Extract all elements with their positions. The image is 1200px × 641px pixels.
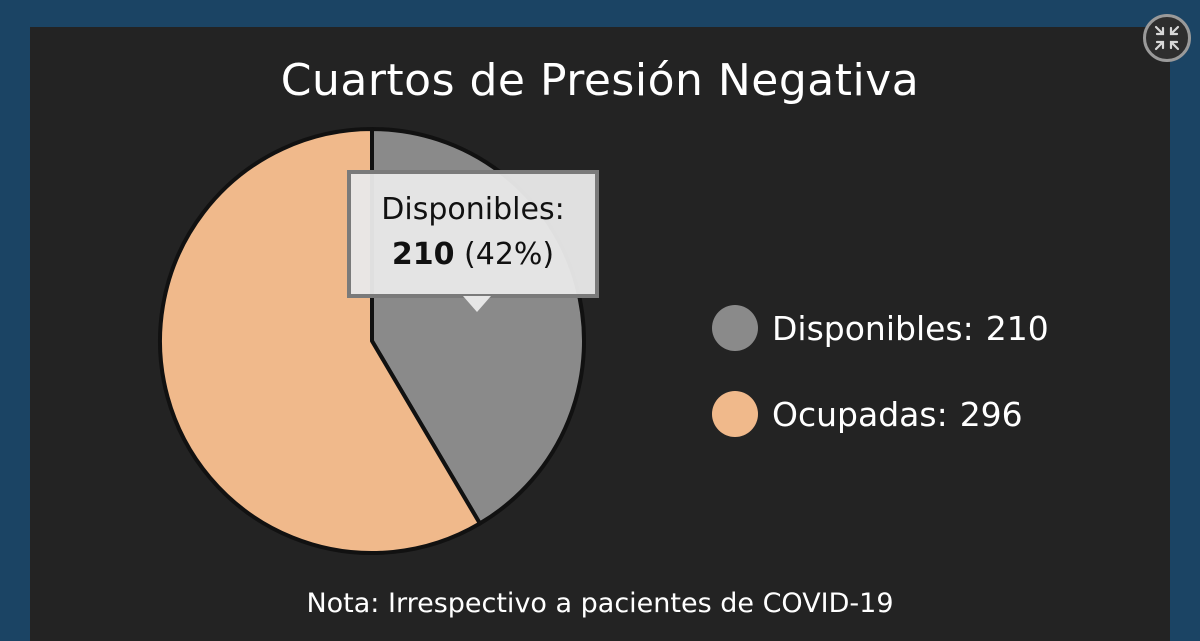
fullscreen-toggle-button[interactable] <box>1143 14 1191 62</box>
chart-tooltip: Disponibles: 210 (42%) <box>347 170 599 312</box>
legend-label: Disponibles: <box>772 308 974 348</box>
legend-value: 210 <box>985 308 1049 348</box>
legend-value: 296 <box>959 394 1023 434</box>
tooltip-value: 210 <box>391 237 455 272</box>
tooltip-percent: (42%) <box>464 237 555 272</box>
pie-slice-ocupadas[interactable] <box>158 127 482 555</box>
tooltip-label: Disponibles: <box>381 192 565 227</box>
chart-title: Cuartos de Presión Negativa <box>280 55 920 106</box>
collapse-arrows-icon <box>1154 25 1180 51</box>
legend-swatch-ocupadas <box>712 391 758 437</box>
legend-label: Ocupadas: <box>772 394 948 434</box>
legend-item-ocupadas[interactable]: Ocupadas: 296 <box>712 391 1023 437</box>
legend-swatch-disponibles <box>712 305 758 351</box>
legend-item-disponibles[interactable]: Disponibles: 210 <box>712 305 1049 351</box>
chart-note: Nota: Irrespectivo a pacientes de COVID-… <box>306 588 894 619</box>
